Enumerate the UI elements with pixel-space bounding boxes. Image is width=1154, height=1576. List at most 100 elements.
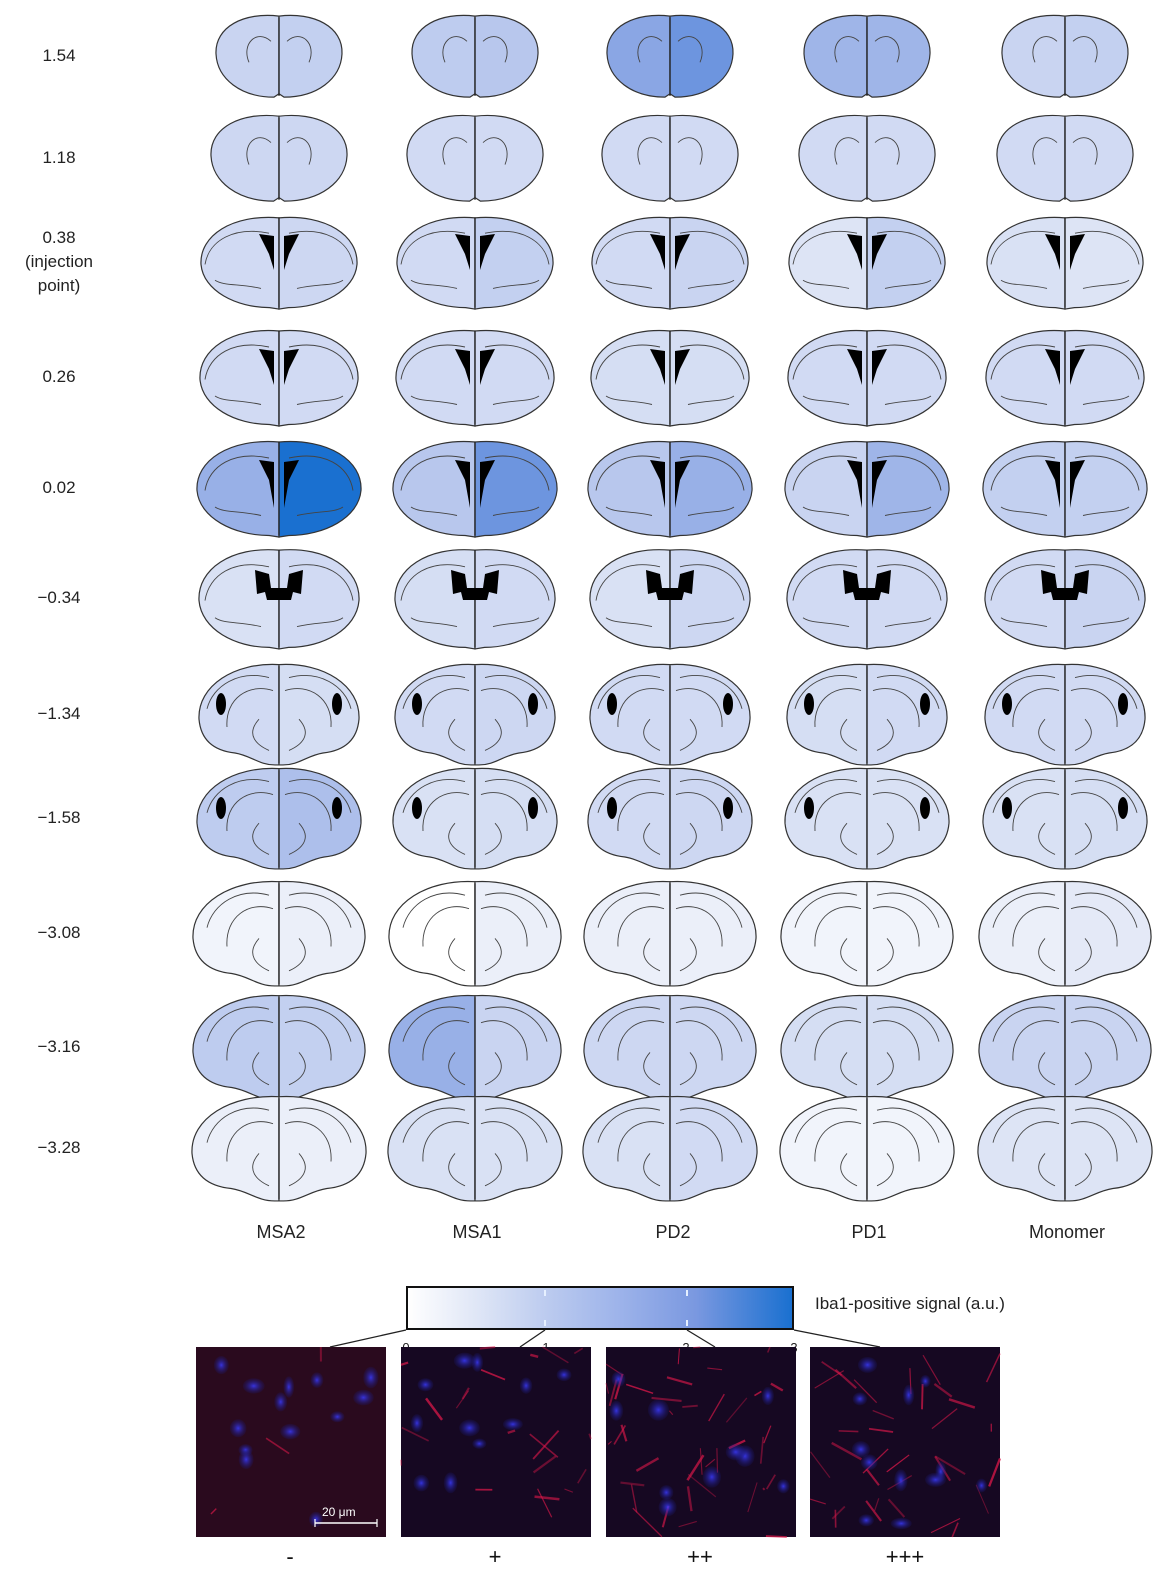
- brain-section: [996, 114, 1134, 202]
- colorbar-tick-marks: [544, 1290, 688, 1326]
- ventricle-shape: [216, 693, 226, 715]
- ventral-contour: [687, 279, 735, 289]
- cortex-contour: [484, 1107, 548, 1143]
- left-hemisphere: [198, 663, 280, 766]
- cortex-contour: [597, 675, 661, 709]
- cortex-contour: [288, 892, 352, 928]
- ventricle-shape: [412, 693, 422, 715]
- brain-section: [985, 329, 1145, 427]
- thalamus-contour: [679, 822, 697, 855]
- right-hemisphere: [474, 440, 558, 538]
- ventricle-shape: [284, 349, 299, 385]
- hippocampus-contour: [675, 688, 723, 728]
- cortex-contour: [876, 675, 940, 709]
- brain-section: [779, 1095, 955, 1202]
- thalamus-contour: [876, 1052, 894, 1086]
- ventral-contour: [687, 395, 735, 405]
- ventral-contour: [1082, 617, 1130, 628]
- right-hemisphere: [1064, 114, 1134, 202]
- hippocampus-contour: [422, 688, 470, 728]
- ventral-contour: [605, 617, 653, 628]
- cortex-contour: [484, 675, 548, 709]
- thalamus-contour: [288, 1153, 306, 1187]
- brain-section: [601, 114, 739, 202]
- ventral-contour: [410, 506, 458, 516]
- cortex-contour: [402, 892, 466, 928]
- cortex-contour: [206, 675, 270, 709]
- hippocampus-contour: [1070, 792, 1118, 832]
- cortex-contour: [992, 892, 1056, 928]
- hippocampus-contour: [872, 906, 920, 947]
- cortex-contour: [677, 137, 703, 165]
- ventricle-shape: [804, 693, 814, 715]
- right-hemisphere: [278, 663, 360, 766]
- hippocampus-contour: [1012, 1020, 1060, 1061]
- brain-section: [388, 994, 562, 1101]
- ventricle-shape: [528, 693, 538, 715]
- corpus-callosum-contour: [1074, 564, 1140, 601]
- micrograph-tile: [196, 1346, 386, 1537]
- hippocampus-contour: [284, 906, 332, 947]
- brain-section: [583, 994, 757, 1101]
- ventral-contour: [1082, 395, 1130, 405]
- right-hemisphere: [1064, 1095, 1153, 1202]
- right-hemisphere: [866, 114, 936, 202]
- cortex-contour: [288, 1107, 352, 1143]
- brain-section: [198, 663, 360, 766]
- ventricle-shape: [872, 460, 887, 508]
- hippocampus-contour: [814, 688, 862, 728]
- ventricle-shape: [455, 460, 470, 508]
- thalamus-contour: [876, 1153, 894, 1187]
- brain-section: [198, 549, 360, 650]
- brain-section: [986, 216, 1144, 310]
- ventricle-shape: [480, 460, 495, 508]
- cortex-contour: [288, 1006, 352, 1042]
- left-hemisphere: [387, 1095, 476, 1202]
- ventral-contour: [410, 279, 458, 289]
- hippocampus-contour: [1070, 688, 1118, 728]
- thalamus-contour: [288, 718, 306, 751]
- corpus-callosum-contour: [990, 344, 1056, 380]
- corpus-callosum-contour: [595, 344, 661, 380]
- ventral-contour: [492, 617, 540, 628]
- thalamus-contour: [1074, 938, 1092, 972]
- hippocampus-contour: [226, 906, 274, 947]
- hippocampus-contour: [284, 1020, 332, 1061]
- right-hemisphere: [866, 440, 950, 538]
- cortex-contour: [876, 779, 940, 813]
- ventricle-shape: [451, 570, 499, 600]
- right-hemisphere: [669, 1095, 758, 1202]
- thalamus-contour: [1038, 822, 1056, 855]
- brain-section: [587, 440, 753, 538]
- ventricle-shape: [480, 349, 495, 385]
- colorbar-connectors: [329, 1329, 881, 1348]
- ventricle-shape: [1070, 349, 1085, 385]
- ventral-contour: [492, 279, 540, 289]
- brain-section: [411, 14, 539, 98]
- cortex-contour: [1074, 779, 1138, 813]
- cortex-contour: [794, 675, 858, 709]
- hippocampus-contour: [814, 1020, 862, 1061]
- ventricle-shape: [723, 693, 733, 715]
- column-label-pd2: PD2: [655, 1222, 691, 1242]
- column-label-monomer: Monomer: [1028, 1222, 1106, 1242]
- hippocampus-contour: [284, 792, 332, 832]
- cortex-contour: [876, 1006, 940, 1042]
- ventricle-shape: [646, 570, 694, 600]
- cortex-contour: [286, 137, 312, 165]
- ventricle-shape: [1118, 797, 1128, 819]
- thalamus-contour: [876, 822, 894, 855]
- corpus-callosum-contour: [484, 455, 550, 491]
- thalamus-contour: [288, 822, 306, 855]
- cortex-contour: [484, 892, 548, 928]
- thalamus-contour: [288, 938, 306, 972]
- thalamus-contour: [1038, 1153, 1056, 1187]
- left-hemisphere: [210, 114, 280, 202]
- brain-section: [392, 440, 558, 538]
- right-hemisphere: [1064, 663, 1146, 766]
- ventricle-shape: [259, 460, 274, 508]
- hippocampus-contour: [422, 792, 470, 832]
- brain-section: [787, 329, 947, 427]
- row-label: −1.58: [37, 808, 81, 827]
- brain-section: [978, 880, 1152, 987]
